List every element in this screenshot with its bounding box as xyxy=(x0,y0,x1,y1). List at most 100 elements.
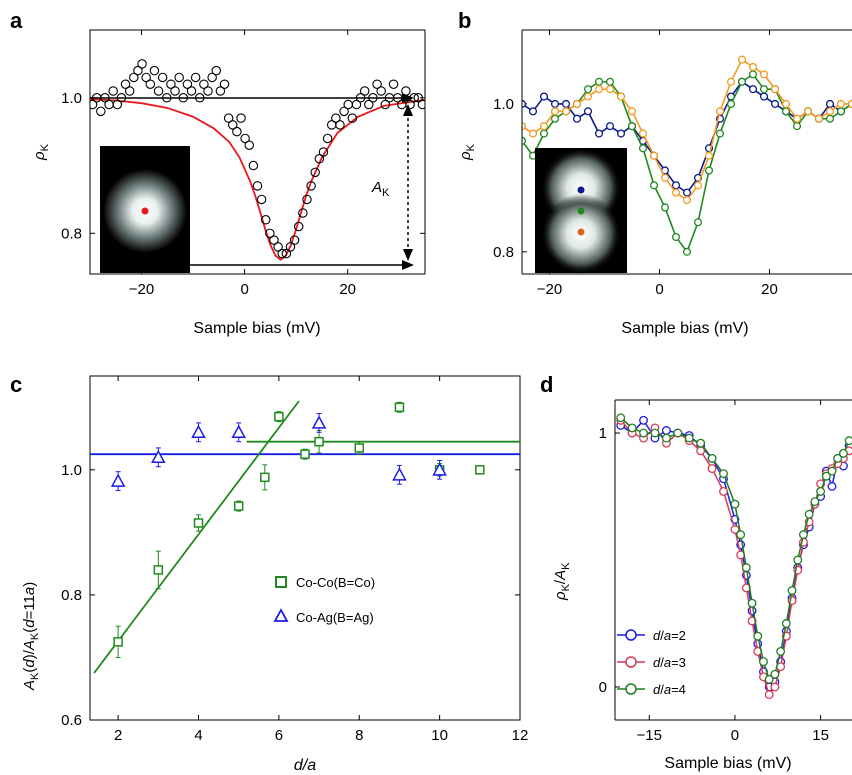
data-point xyxy=(252,181,263,191)
data-point xyxy=(539,92,549,101)
panel-a-xlabel: Sample bias (mV) xyxy=(193,320,320,337)
data-point xyxy=(260,215,271,225)
data-point xyxy=(726,77,736,86)
legend-label-co-co: Co-Co(B=Co) xyxy=(296,575,375,590)
data-point xyxy=(715,129,725,138)
fit-curve xyxy=(90,98,425,261)
data-point xyxy=(137,59,147,69)
data-point xyxy=(583,85,593,94)
data-point xyxy=(759,92,769,101)
data-point xyxy=(671,232,681,242)
y-tick-label: 0.6 xyxy=(61,712,82,729)
y-tick-label: 1.0 xyxy=(61,90,82,107)
amplitude-arrowhead-top xyxy=(403,104,413,116)
data-point xyxy=(219,79,230,89)
data-point-square xyxy=(193,518,204,528)
x-tick-label: 0 xyxy=(731,727,739,744)
panel-letter-b: b xyxy=(458,8,471,33)
data-point xyxy=(583,92,593,101)
data-point xyxy=(528,129,538,138)
data-point xyxy=(704,151,714,160)
data-point xyxy=(318,147,329,157)
data-point xyxy=(759,85,769,94)
data-point xyxy=(190,72,201,83)
panel-c-points-layer xyxy=(110,401,485,658)
data-point-triangle xyxy=(151,449,166,464)
data-point xyxy=(704,166,714,175)
data-point xyxy=(747,598,757,608)
data-point xyxy=(730,525,740,534)
data-point xyxy=(522,136,527,145)
data-point xyxy=(281,248,292,259)
data-point xyxy=(166,79,176,89)
data-point xyxy=(638,129,648,138)
panel-a-frame xyxy=(89,29,426,275)
legend-marker-triangle xyxy=(273,608,289,622)
panel-d-xlabel: Sample bias (mV) xyxy=(664,755,791,772)
data-point xyxy=(550,114,560,123)
data-point xyxy=(661,426,671,435)
data-point xyxy=(671,188,681,197)
data-point xyxy=(803,107,813,116)
x-tick-label: −20 xyxy=(129,281,154,298)
panel-d-ticks: −15 0 15 0 1 xyxy=(599,400,829,744)
amplitude-arrowhead-bottom xyxy=(403,249,413,261)
data-point xyxy=(244,140,255,150)
data-point xyxy=(605,85,615,94)
data-point xyxy=(594,77,604,86)
data-point xyxy=(844,436,852,446)
data-point xyxy=(133,65,143,76)
y-tick-label: 1.0 xyxy=(493,96,514,113)
data-point xyxy=(737,77,747,86)
panel-d: −15 0 15 0 1 d/a=2 d/a=3 d/a=4 ρK/AK Sample … xyxy=(552,399,852,772)
panel-b-lines-layer xyxy=(522,55,852,256)
data-point-square xyxy=(153,565,164,575)
data-point xyxy=(335,120,345,130)
data-point xyxy=(331,113,341,123)
data-point xyxy=(153,86,164,96)
data-point xyxy=(145,79,156,89)
data-point xyxy=(781,99,791,108)
data-point-triangle xyxy=(432,462,447,476)
data-point xyxy=(522,122,527,131)
data-point xyxy=(759,70,769,79)
panel-d-ylabel: ρK/AK xyxy=(552,562,572,601)
data-point xyxy=(302,194,312,205)
data-point xyxy=(129,72,139,83)
x-tick-label: 10 xyxy=(431,727,448,744)
data-point xyxy=(649,181,659,190)
data-point xyxy=(627,122,637,131)
data-point xyxy=(298,208,308,218)
data-point-triangle xyxy=(191,424,206,439)
data-point xyxy=(289,235,300,245)
data-point xyxy=(572,114,582,123)
data-point xyxy=(322,133,333,144)
data-point xyxy=(715,107,725,116)
data-point xyxy=(684,433,694,443)
data-point xyxy=(199,79,209,89)
data-point xyxy=(285,242,296,252)
data-point xyxy=(627,107,637,116)
data-point xyxy=(770,99,780,108)
data-point xyxy=(376,86,386,96)
data-point xyxy=(682,188,692,197)
data-point xyxy=(314,154,325,164)
legend-marker-square xyxy=(275,576,287,588)
data-point xyxy=(182,79,193,89)
data-point xyxy=(413,93,424,103)
data-point xyxy=(380,99,391,110)
data-point xyxy=(359,86,370,96)
measurement-point-orange xyxy=(577,228,585,236)
panel-b-ylabel: ρK xyxy=(457,143,477,161)
data-point xyxy=(825,107,835,116)
data-point xyxy=(696,438,706,448)
panel-a-arrows: AK xyxy=(90,93,414,270)
data-point xyxy=(726,99,736,108)
x-tick-label: 6 xyxy=(275,727,283,744)
data-point xyxy=(306,181,316,191)
data-point xyxy=(310,167,320,178)
data-point xyxy=(816,486,826,496)
series-line xyxy=(620,419,850,689)
x-tick-label: −15 xyxy=(637,727,662,744)
data-point xyxy=(141,72,151,83)
